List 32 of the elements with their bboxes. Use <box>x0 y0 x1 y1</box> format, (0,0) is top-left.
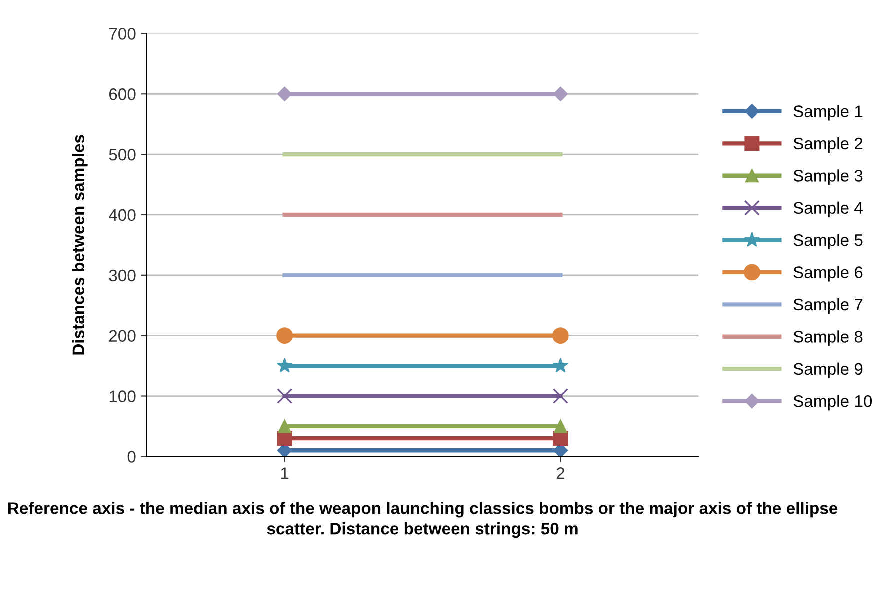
legend-label: Sample 5 <box>794 234 863 250</box>
y-tick-label: 700 <box>109 28 136 40</box>
point <box>277 86 292 102</box>
point <box>276 358 293 373</box>
legend-label: Sample 8 <box>794 330 863 346</box>
y-tick-label: 200 <box>109 330 136 342</box>
point <box>277 388 293 404</box>
legend-label: Sample 2 <box>794 137 863 153</box>
point <box>552 388 568 404</box>
y-tick-label: 600 <box>109 88 136 100</box>
point <box>552 328 569 344</box>
y-tick-label: 0 <box>128 451 136 463</box>
y-tick-label: 500 <box>109 148 136 161</box>
legend-label: Sample 6 <box>794 266 863 282</box>
legend-label: Sample 7 <box>794 298 863 314</box>
point <box>552 358 569 373</box>
y-tick-label: 100 <box>110 390 136 402</box>
point <box>278 420 292 434</box>
x-axis-title: Reference axis - the median axis of the weapon launching classics bombs or the major axis of the ellipse scatter. Distance between strings: 50 m <box>8 502 838 538</box>
point <box>554 420 568 434</box>
y-tick-label: 300 <box>109 270 136 282</box>
y-tick-label: 400 <box>109 209 136 222</box>
point <box>276 328 293 344</box>
legend-label: Sample 4 <box>794 202 863 218</box>
legend-label: Sample 3 <box>794 170 863 186</box>
point <box>553 86 568 102</box>
y-axis-title: Distances between samples <box>72 135 88 355</box>
x-tick-label: 1 <box>281 468 289 480</box>
legend-label: Sample 10 <box>794 395 872 411</box>
x-tick-label: 2 <box>556 468 564 480</box>
legend-label: Sample 1 <box>794 105 863 121</box>
legend-label: Sample 9 <box>794 362 863 378</box>
